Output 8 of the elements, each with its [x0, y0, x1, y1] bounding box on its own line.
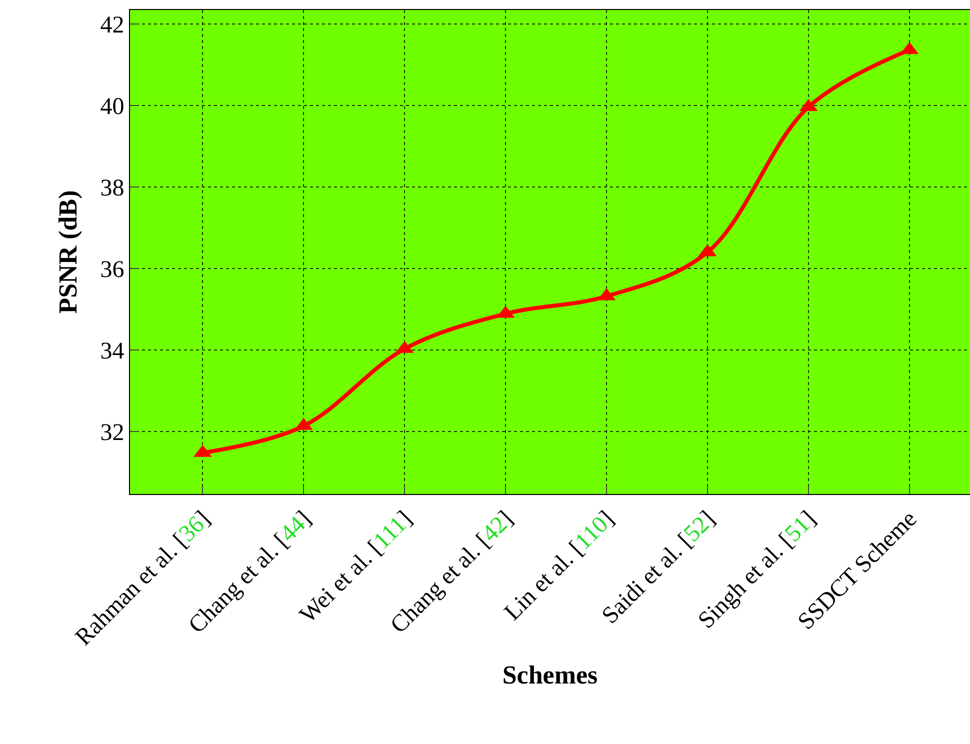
y-tick-label: 38 — [100, 175, 124, 202]
y-axis-title: PSNR (dB) — [54, 190, 83, 314]
y-tick-label: 34 — [100, 338, 124, 364]
y-tick-label: 32 — [100, 420, 124, 446]
y-tick-label: 40 — [100, 94, 124, 120]
y-tick-label: 36 — [100, 256, 124, 283]
y-tick-label: 42 — [100, 12, 124, 38]
x-axis-title: Schemes — [502, 660, 598, 690]
